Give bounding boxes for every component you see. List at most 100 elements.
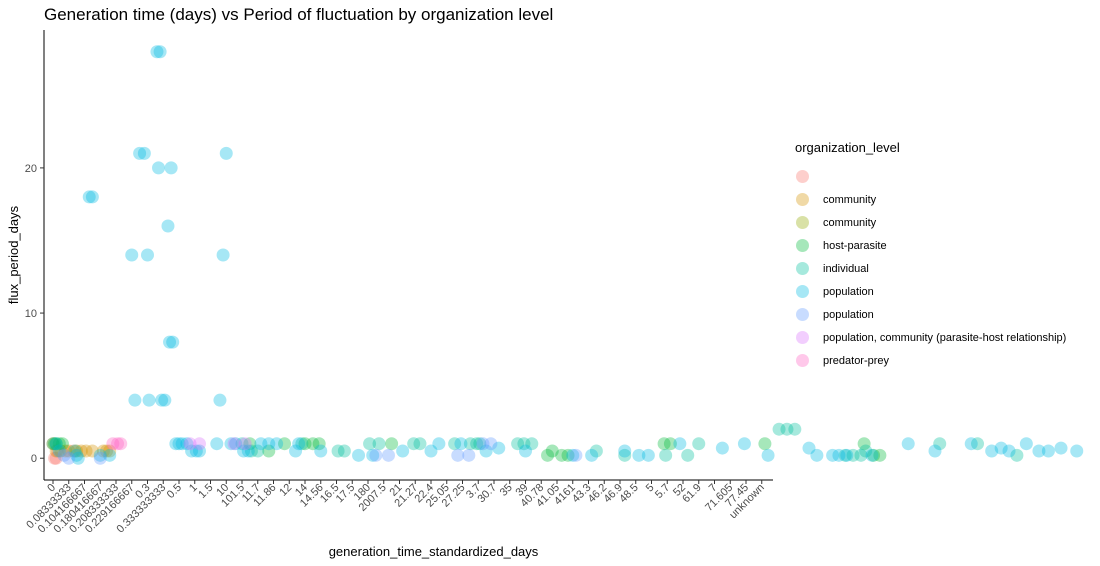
x-tick-label: 30.7: [475, 482, 499, 506]
data-point: [337, 444, 351, 458]
data-point: [641, 448, 655, 462]
data-point: [618, 444, 632, 458]
data-point: [298, 437, 312, 451]
data-point: [312, 437, 326, 451]
data-point: [85, 190, 99, 204]
data-point: [479, 444, 493, 458]
data-point: [49, 451, 63, 465]
data-point: [210, 437, 224, 451]
data-point: [772, 422, 786, 436]
legend-item: population: [795, 280, 1066, 303]
data-point: [169, 437, 183, 451]
data-point: [737, 437, 751, 451]
data-point: [569, 448, 583, 462]
data-point: [681, 448, 695, 462]
x-tick-label: 0.5: [165, 482, 184, 501]
data-point: [150, 45, 164, 59]
data-point: [111, 437, 125, 451]
data-point: [1070, 444, 1084, 458]
data-point: [93, 448, 107, 462]
data-point: [1002, 444, 1016, 458]
y-tick-label: 10: [25, 308, 37, 320]
data-point: [758, 437, 772, 451]
data-point: [331, 444, 345, 458]
chart-title: Generation time (days) vs Period of fluc…: [44, 5, 554, 24]
data-point: [68, 444, 82, 458]
data-point: [802, 441, 816, 455]
data-point: [306, 437, 320, 451]
data-point: [971, 437, 985, 451]
data-point: [1032, 444, 1046, 458]
data-point: [476, 437, 490, 451]
data-point: [62, 451, 76, 465]
data-point: [142, 393, 156, 407]
data-point: [175, 437, 189, 451]
data-point: [128, 393, 142, 407]
data-point: [463, 437, 477, 451]
data-point: [70, 444, 84, 458]
data-point: [470, 437, 484, 451]
data-point: [826, 448, 840, 462]
data-point: [163, 335, 177, 349]
data-point: [292, 437, 306, 451]
data-point: [424, 444, 438, 458]
data-point: [59, 444, 73, 458]
data-point: [172, 437, 186, 451]
data-point: [100, 444, 114, 458]
data-point: [213, 393, 227, 407]
legend-item: community: [795, 211, 1066, 234]
data-point: [254, 437, 268, 451]
data-point: [492, 441, 506, 455]
data-point: [51, 444, 65, 458]
data-point: [251, 444, 265, 458]
data-point: [555, 448, 569, 462]
data-point: [363, 437, 377, 451]
data-point: [114, 437, 128, 451]
data-point: [372, 437, 386, 451]
data-point: [585, 448, 599, 462]
data-point: [933, 437, 947, 451]
y-axis-title: flux_period_days: [6, 205, 21, 304]
data-point: [70, 448, 84, 462]
data-point: [561, 448, 575, 462]
legend-item: community: [795, 188, 1066, 211]
data-point: [289, 444, 303, 458]
data-point: [810, 448, 824, 462]
data-point: [407, 437, 421, 451]
data-point: [985, 444, 999, 458]
data-point: [79, 444, 93, 458]
data-point: [901, 437, 915, 451]
data-point: [125, 248, 139, 262]
data-point: [192, 444, 206, 458]
data-point: [244, 444, 258, 458]
data-point: [369, 448, 383, 462]
data-point: [525, 437, 539, 451]
y-tick-label: 20: [25, 163, 37, 175]
data-point: [473, 437, 487, 451]
data-point: [659, 448, 673, 462]
data-point: [152, 161, 166, 175]
data-point: [928, 444, 942, 458]
data-point: [54, 444, 68, 458]
legend-label: community: [823, 193, 877, 206]
data-point: [55, 437, 69, 451]
legend-key: [796, 216, 809, 229]
data-point: [295, 437, 309, 451]
legend-items: community community host-parasite individua…: [795, 165, 1066, 372]
legend-label: predator-prey: [823, 354, 890, 367]
data-point: [454, 437, 468, 451]
data-point: [192, 437, 206, 451]
legend-label: community: [823, 216, 877, 229]
data-point: [180, 437, 194, 451]
data-point: [632, 448, 646, 462]
legend-key: [796, 331, 809, 344]
legend-label: host-parasite: [823, 239, 887, 252]
data-point: [838, 448, 852, 462]
legend-key: [796, 354, 809, 367]
data-point: [216, 248, 230, 262]
data-point: [278, 437, 292, 451]
data-point: [448, 437, 462, 451]
legend-item: [795, 165, 1066, 188]
legend-label: population: [823, 308, 874, 321]
x-tick-label: 48.5: [617, 482, 641, 506]
